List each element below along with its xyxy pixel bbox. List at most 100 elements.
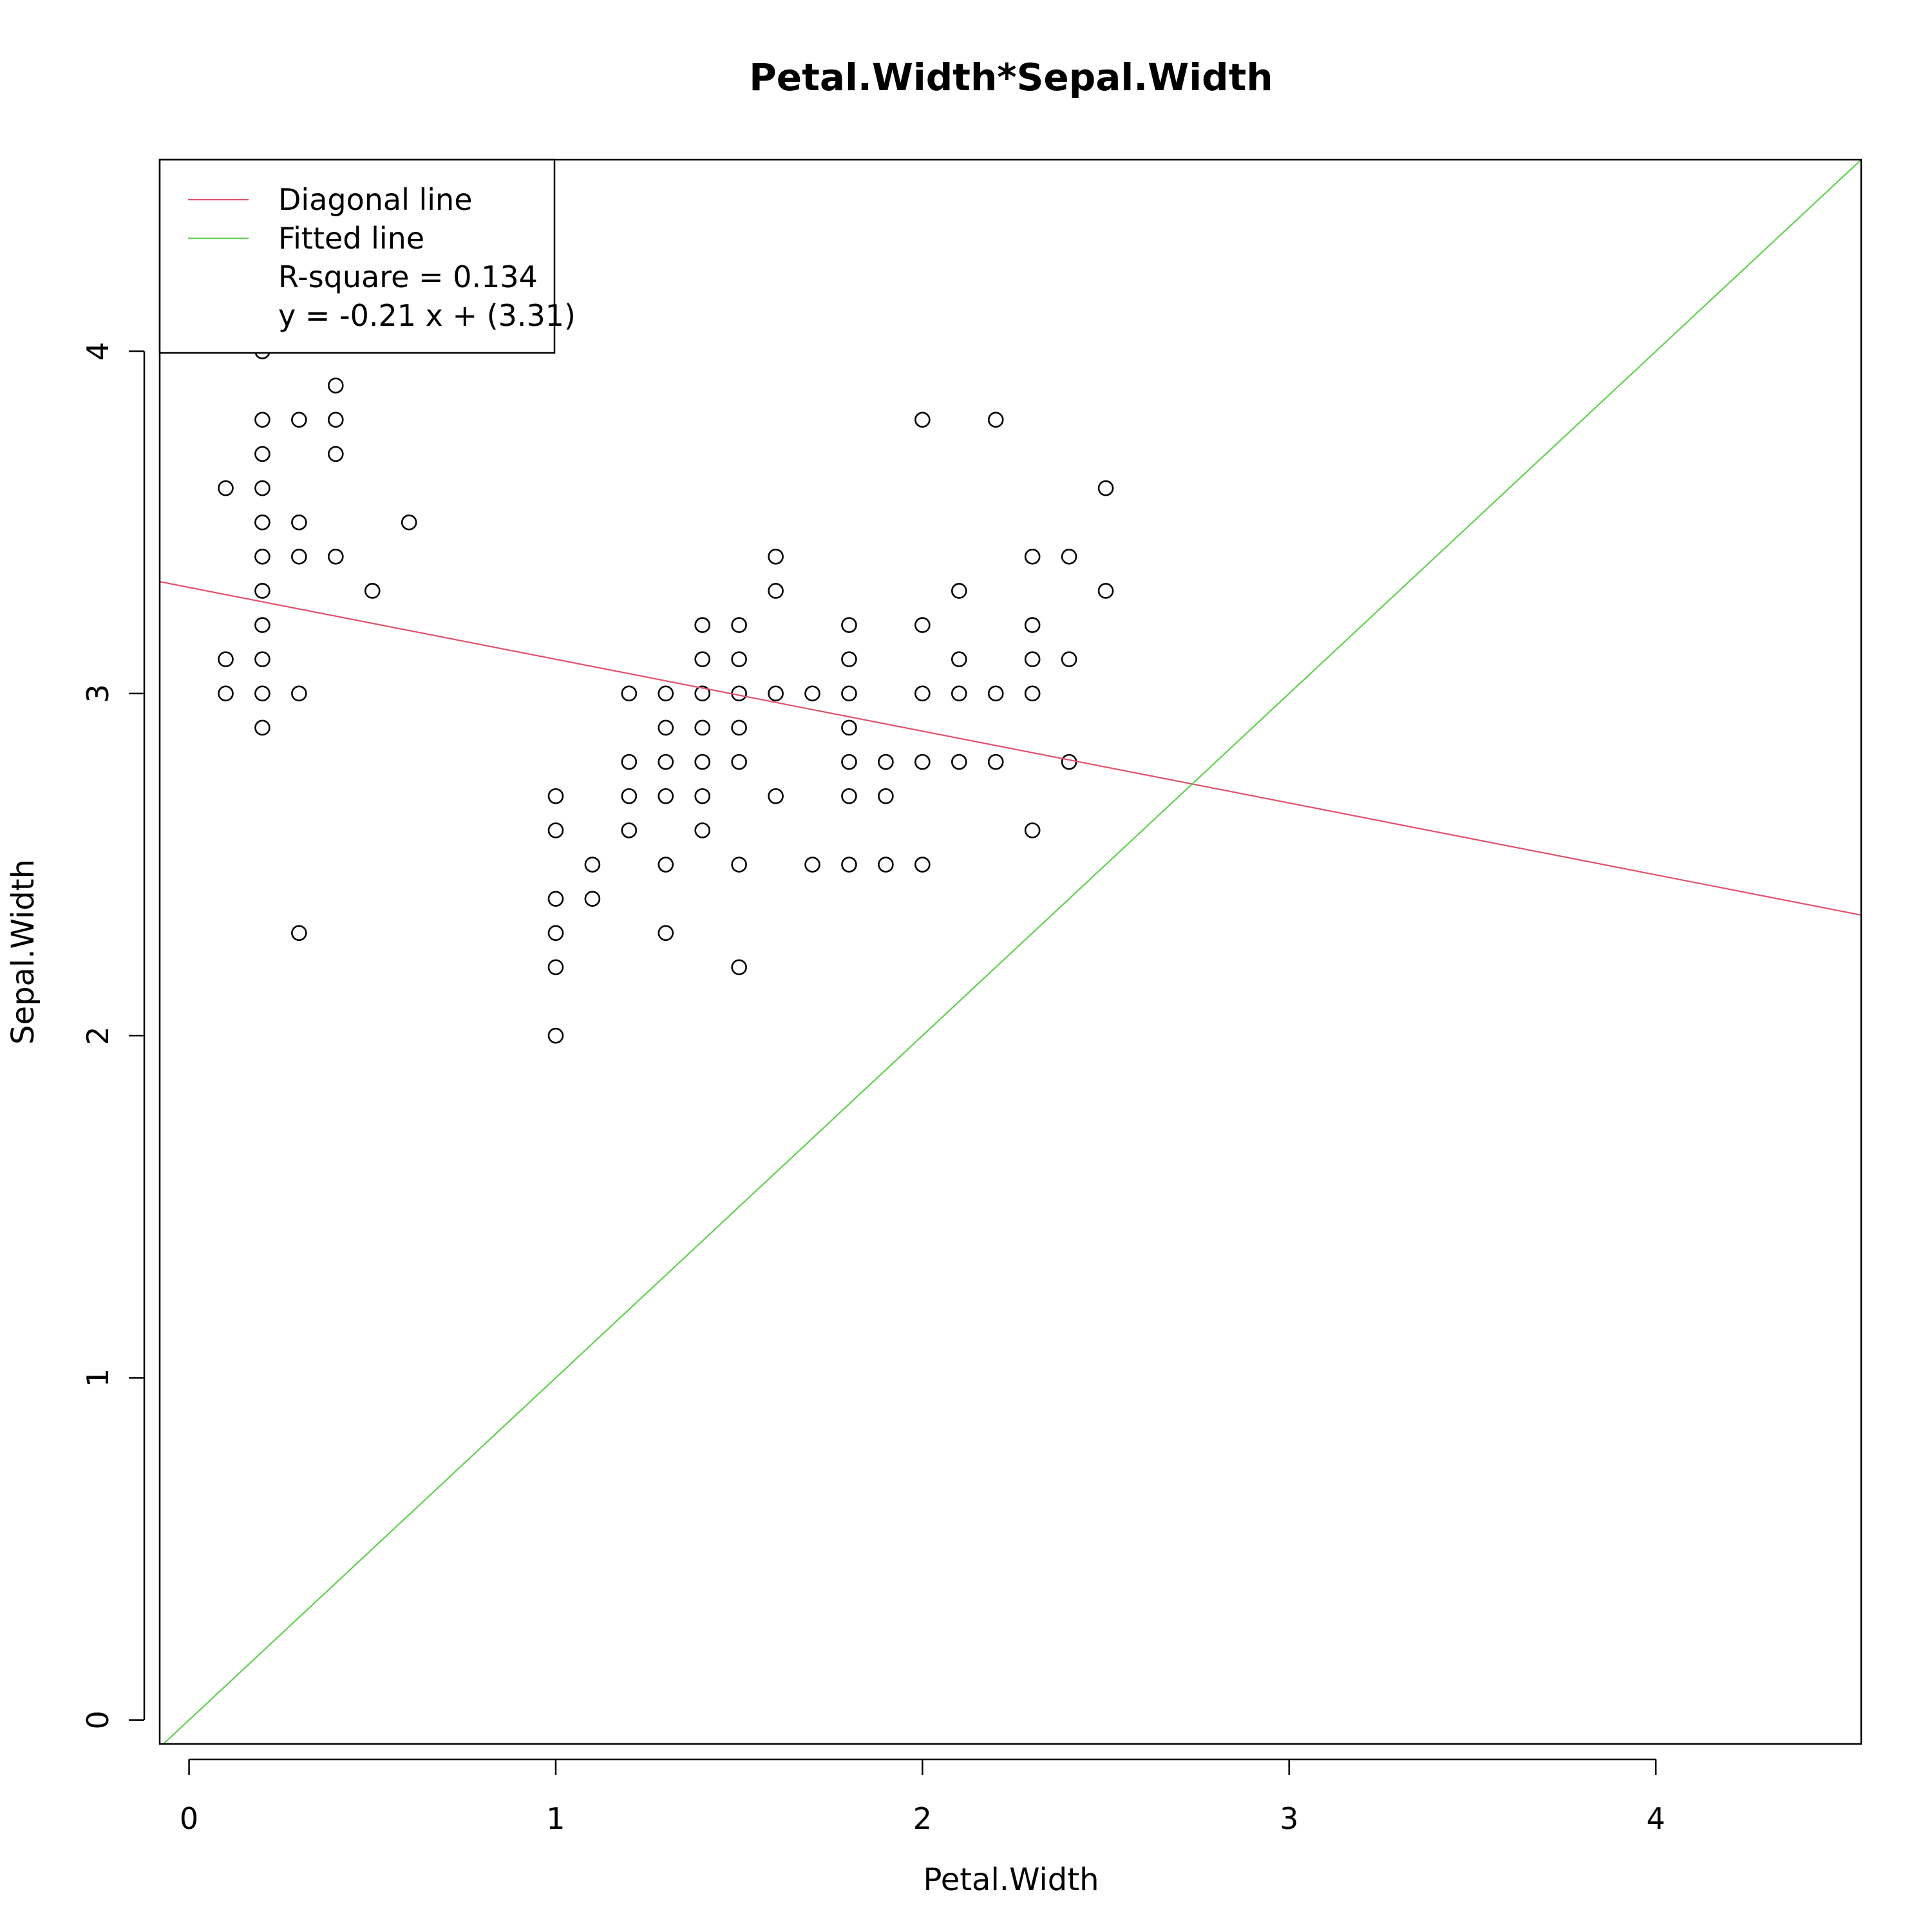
data-point [694, 788, 711, 804]
data-point [658, 685, 674, 702]
data-point [658, 925, 674, 942]
data-point [291, 412, 307, 428]
data-point [987, 753, 1004, 770]
data-point [547, 788, 564, 804]
x-tick-label: 0 [180, 1801, 198, 1836]
data-point [1024, 617, 1041, 633]
data-point [694, 822, 711, 838]
data-point [547, 925, 564, 942]
data-point [1061, 651, 1077, 668]
y-axis: 0 1 2 3 4 [80, 342, 146, 1729]
data-point [841, 617, 857, 633]
legend-label: R-square = 0.134 [278, 260, 538, 294]
data-point [254, 651, 270, 668]
plot-frame [158, 158, 1862, 1745]
data-point [914, 753, 931, 770]
x-axis: 0 1 2 3 4 [180, 1758, 1665, 1836]
data-point [291, 549, 307, 565]
data-point [1024, 685, 1041, 702]
data-point [841, 788, 857, 804]
diagonal-line [162, 159, 1862, 1745]
data-point [658, 857, 674, 873]
data-point [987, 685, 1004, 702]
data-point [914, 412, 931, 428]
data-point [328, 446, 344, 462]
data-point [694, 719, 711, 736]
data-point [254, 412, 270, 428]
data-point [328, 549, 344, 565]
data-point [1024, 651, 1041, 668]
data-point [768, 685, 784, 702]
data-point [1097, 480, 1114, 497]
data-point [621, 788, 638, 804]
legend-label: y = -0.21 x + (3.31) [278, 298, 576, 333]
legend-box [158, 158, 556, 354]
data-point [694, 753, 711, 770]
data-point [328, 412, 344, 428]
data-point [841, 753, 857, 770]
legend: Diagonal line Fitted line R-square = 0.134… [158, 158, 576, 354]
data-point [731, 857, 747, 873]
data-point [768, 788, 784, 804]
x-tick-label: 2 [913, 1801, 932, 1836]
data-point [291, 925, 307, 942]
plot-area [159, 159, 1862, 1745]
y-axis-label: Sepal.Width [5, 859, 41, 1045]
data-point [291, 514, 307, 531]
data-point [694, 651, 711, 668]
data-point [804, 857, 820, 873]
data-point [291, 685, 307, 702]
chart-title: Petal.Width*Sepal.Width [749, 55, 1273, 99]
data-point [218, 685, 234, 702]
data-point [547, 959, 564, 976]
data-point [914, 857, 931, 873]
data-point [254, 617, 270, 633]
data-point [254, 480, 270, 497]
data-point [547, 891, 564, 907]
data-point [878, 788, 894, 804]
y-tick-label: 4 [80, 342, 115, 361]
data-point [658, 719, 674, 736]
x-tick-label: 4 [1646, 1801, 1665, 1836]
y-tick-label: 2 [80, 1027, 115, 1045]
data-point [768, 549, 784, 565]
data-point [364, 583, 381, 599]
data-point [694, 685, 711, 702]
data-point [878, 753, 894, 770]
data-point [218, 480, 234, 497]
data-point [951, 651, 967, 668]
data-point [254, 446, 270, 462]
data-point [731, 617, 747, 633]
data-point [694, 617, 711, 633]
data-point [951, 583, 967, 599]
data-point [731, 685, 747, 702]
data-point [658, 788, 674, 804]
data-point [328, 377, 344, 393]
data-point [804, 685, 820, 702]
data-point [1061, 549, 1077, 565]
data-point [658, 753, 674, 770]
data-point [218, 651, 234, 668]
data-point [731, 753, 747, 770]
data-point [1024, 549, 1041, 565]
data-point [914, 685, 931, 702]
data-point [254, 583, 270, 599]
data-point [731, 651, 747, 668]
y-tick-label: 3 [80, 684, 115, 703]
data-point [254, 549, 270, 565]
data-point [768, 583, 784, 599]
data-point [584, 857, 601, 873]
y-tick-label: 0 [80, 1710, 115, 1729]
data-point [547, 1027, 564, 1044]
data-point [401, 514, 417, 531]
data-point [841, 651, 857, 668]
data-point [951, 685, 967, 702]
data-point [914, 617, 931, 633]
data-point [951, 753, 967, 770]
data-point [584, 891, 601, 907]
data-point [878, 857, 894, 873]
x-axis-label: Petal.Width [923, 1862, 1099, 1898]
data-point [254, 514, 270, 531]
data-point [547, 822, 564, 838]
